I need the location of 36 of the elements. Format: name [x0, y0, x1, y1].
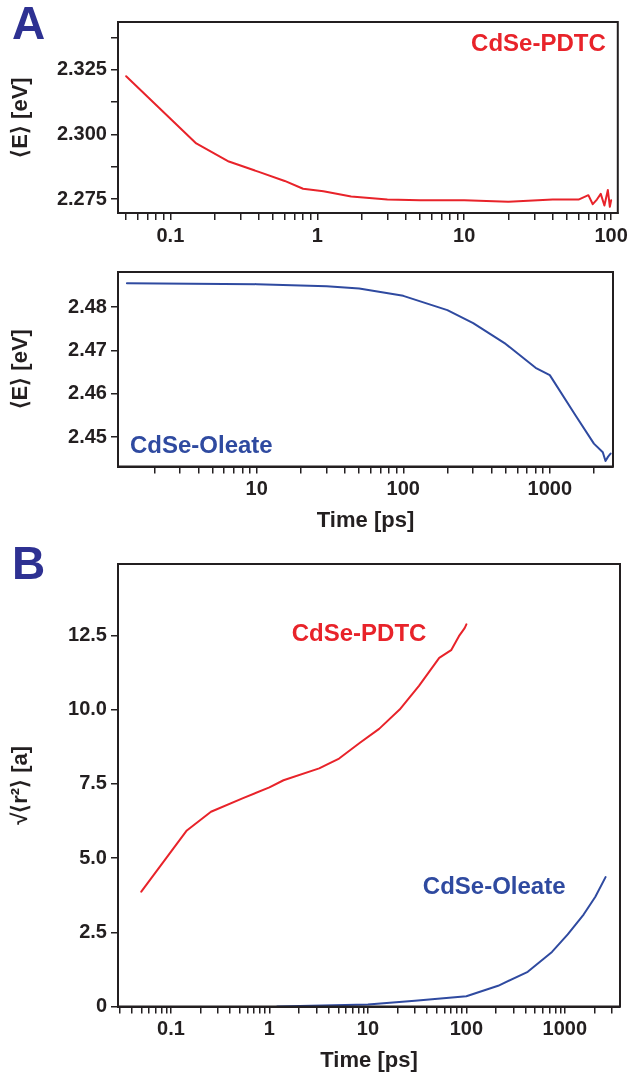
x-axis-title: Time [ps]: [316, 506, 415, 532]
y-tick-label: 2.275: [56, 186, 107, 209]
x-tick-label: 1: [311, 223, 323, 246]
series-label: CdSe-Oleate: [422, 871, 566, 899]
y-tick-label: 5.0: [79, 845, 107, 868]
x-tick-label: 100: [594, 223, 628, 246]
y-tick-label: 0: [95, 994, 107, 1017]
y-axis-title: √⟨r²⟩ [a]: [7, 745, 33, 825]
text: A: [12, 0, 46, 49]
y-axis-title: ⟨E⟩ [eV]: [7, 329, 33, 410]
x-tick-label: 0.1: [156, 223, 185, 246]
y-tick-label: 7.5: [79, 771, 107, 794]
x-tick-label: 1000: [527, 477, 573, 500]
x-axis-title: Time [ps]: [320, 1046, 418, 1072]
x-tick-label: 1: [263, 1017, 275, 1040]
y-tick-label: 2.5: [79, 919, 107, 942]
x-tick-label: 1000: [542, 1017, 588, 1040]
text: CdSe-Oleate: [130, 431, 273, 459]
x-tick-label: 0.1: [157, 1017, 185, 1040]
y-tick-label: 2.45: [68, 424, 107, 447]
x-tick-label: 100: [386, 477, 420, 500]
series-label: CdSe-PDTC: [291, 618, 427, 646]
y-tick-label: 2.46: [68, 381, 107, 404]
x-tick-label: 10: [453, 223, 476, 246]
x-tick-label: 100: [449, 1017, 484, 1040]
y-tick-label: 2.325: [56, 57, 107, 80]
y-tick-label: 10.0: [68, 697, 107, 720]
y-tick-label: 2.300: [56, 121, 107, 144]
text: B: [12, 537, 46, 589]
y-tick-label: 12.5: [68, 622, 107, 645]
y-tick-label: 2.47: [68, 337, 107, 360]
x-tick-label: 10: [245, 477, 268, 500]
x-tick-label: 10: [356, 1017, 380, 1040]
y-tick-label: 2.48: [68, 294, 107, 317]
text: CdSe-PDTC: [471, 28, 606, 56]
y-axis-title: ⟨E⟩ [eV]: [7, 77, 33, 158]
